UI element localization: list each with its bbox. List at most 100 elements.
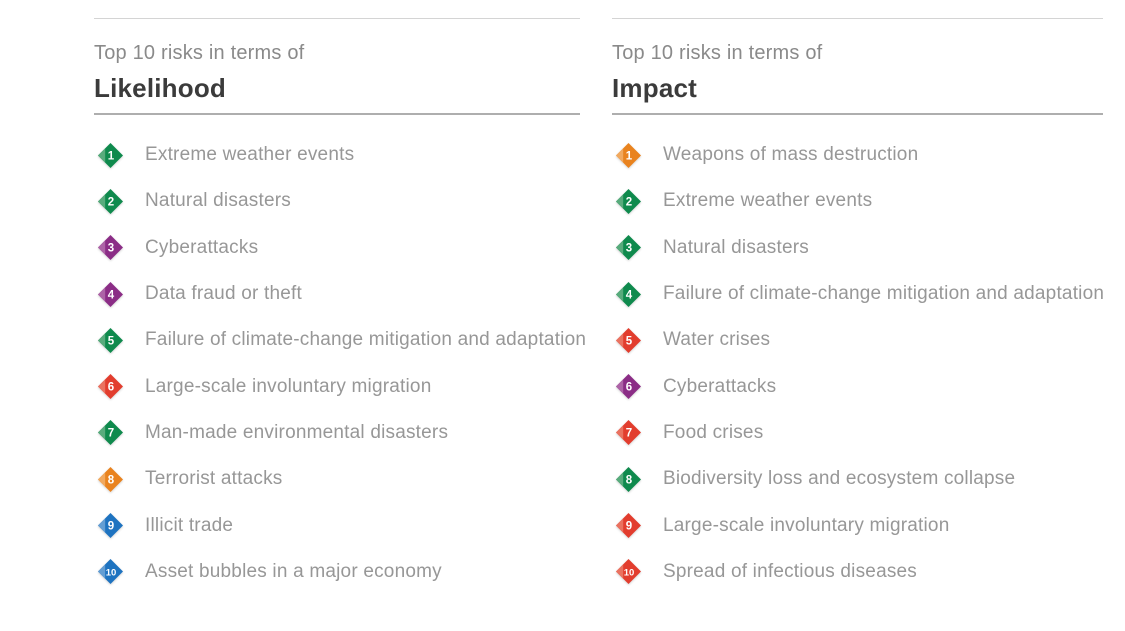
risk-label: Biodiversity loss and ecosystem collapse <box>663 468 1016 490</box>
diamond-facet <box>616 379 624 394</box>
diamond-facet <box>616 240 624 255</box>
risk-item: 9 Illicit trade <box>94 502 580 548</box>
rank-diamond-icon: 7 <box>615 419 642 446</box>
diamond-facet <box>616 147 624 163</box>
rank-number: 7 <box>626 428 632 440</box>
panel-subtitle: Top 10 risks in terms of <box>94 42 305 64</box>
rank-diamond-icon: 10 <box>616 559 641 585</box>
rank-number: 4 <box>108 289 115 301</box>
diamond-facet <box>98 333 106 348</box>
rank-number: 8 <box>626 474 633 486</box>
risk-item: 5 Water crises <box>612 317 1103 363</box>
risk-label: Spread of infectious diseases <box>663 560 918 582</box>
rank-diamond-icon: 1 <box>615 142 642 169</box>
risk-label: Cyberattacks <box>145 236 259 258</box>
rank-diamond-icon: 10 <box>97 558 124 585</box>
risk-item: 8 Biodiversity loss and ecosystem collap… <box>612 456 1103 502</box>
rank-diamond-icon: 3 <box>616 235 641 261</box>
risk-item: 4 Data fraud or theft <box>94 271 580 317</box>
rank-diamond-icon: 1 <box>616 142 641 168</box>
rank-diamond-icon: 4 <box>98 281 123 307</box>
risk-list: 1 Extreme weather events 2 Natural disas… <box>94 132 586 595</box>
rank-number: 3 <box>108 243 114 255</box>
rank-diamond-icon: 2 <box>97 188 124 215</box>
rank-diamond-icon: 7 <box>616 420 641 446</box>
risk-item: 6 Large-scale involuntary migration <box>94 363 580 409</box>
rank-number: 1 <box>108 150 115 162</box>
rank-diamond-icon: 2 <box>615 188 642 215</box>
rank-number: 5 <box>108 335 115 347</box>
impact-panel-header: Top 10 risks in terms of Impact <box>612 19 1103 115</box>
risk-item: 3 Natural disasters <box>612 225 1103 271</box>
rank-diamond-icon: 6 <box>616 374 641 400</box>
rank-number: 8 <box>108 474 115 486</box>
rank-diamond-icon: 4 <box>616 281 641 307</box>
rank-diamond-icon: 5 <box>615 327 642 354</box>
diamond-facet <box>98 194 106 209</box>
risk-label: Natural disasters <box>145 190 291 212</box>
diamond-facet <box>98 425 106 441</box>
panel-subtitle: Top 10 risks in terms of <box>612 42 823 64</box>
rank-diamond-icon: 8 <box>98 466 123 492</box>
risk-item: 7 Man-made environmental disasters <box>94 410 580 456</box>
diamond-facet <box>98 564 106 580</box>
rank-diamond-icon: 3 <box>97 234 124 261</box>
rank-diamond-icon: 5 <box>97 327 124 354</box>
rank-number: 2 <box>108 197 114 209</box>
risk-label: Man-made environmental disasters <box>145 421 449 443</box>
rank-number: 3 <box>626 243 632 255</box>
risk-label: Cyberattacks <box>663 375 777 397</box>
risk-label: Failure of climate-change mitigation and… <box>663 283 1105 305</box>
rank-diamond-icon: 1 <box>97 142 124 169</box>
rank-diamond-icon: 6 <box>97 373 124 400</box>
rank-diamond-icon: 9 <box>97 512 124 539</box>
diamond-facet <box>98 518 106 533</box>
impact-panel: Top 10 risks in terms of Impact 1 Weapon… <box>612 18 1105 595</box>
diamond-facet <box>616 194 624 209</box>
rank-diamond-icon: 3 <box>615 234 642 261</box>
risk-label: Natural disasters <box>663 236 809 258</box>
rank-diamond-icon: 1 <box>98 142 123 168</box>
rank-number: 9 <box>108 521 114 533</box>
rank-number: 1 <box>626 150 633 162</box>
diamond-facet <box>616 286 624 302</box>
risk-item: 10 Spread of infectious diseases <box>612 549 1103 595</box>
rank-diamond-icon: 8 <box>97 466 124 493</box>
risk-item: 4 Failure of climate-change mitigation a… <box>612 271 1105 317</box>
rank-diamond-icon: 9 <box>98 513 123 539</box>
diamond-facet <box>616 518 624 533</box>
rank-number: 4 <box>626 289 633 301</box>
likelihood-panel-header: Top 10 risks in terms of Likelihood <box>94 19 580 115</box>
risk-label: Terrorist attacks <box>145 468 283 490</box>
rank-diamond-icon: 2 <box>98 188 123 214</box>
rank-diamond-icon: 5 <box>616 327 641 353</box>
risk-label: Failure of climate-change mitigation and… <box>145 329 587 351</box>
risk-item: 2 Extreme weather events <box>612 178 1103 224</box>
panel-title: Likelihood <box>94 73 226 103</box>
risk-label: Water crises <box>663 329 771 351</box>
rank-diamond-icon: 6 <box>615 373 642 400</box>
rank-diamond-icon: 3 <box>98 235 123 261</box>
risk-item: 8 Terrorist attacks <box>94 456 580 502</box>
risk-label: Large-scale involuntary migration <box>145 375 432 397</box>
diamond-facet <box>98 240 106 255</box>
rank-number: 9 <box>626 521 632 533</box>
rank-diamond-icon: 9 <box>616 513 641 539</box>
diamond-facet <box>98 472 106 487</box>
risk-label: Data fraud or theft <box>145 283 302 305</box>
rank-diamond-icon: 7 <box>97 419 124 446</box>
rank-diamond-icon: 7 <box>98 420 123 446</box>
risk-item: 2 Natural disasters <box>94 178 580 224</box>
rank-diamond-icon: 8 <box>615 466 642 493</box>
risk-item: 10 Asset bubbles in a major economy <box>94 549 580 595</box>
panel-title: Impact <box>612 73 698 103</box>
rank-diamond-icon: 4 <box>615 281 642 308</box>
risk-label: Food crises <box>663 421 764 443</box>
rank-number: 7 <box>108 428 114 440</box>
rank-number: 2 <box>626 197 632 209</box>
rank-number: 10 <box>106 568 117 579</box>
rank-diamond-icon: 6 <box>98 374 123 400</box>
rank-diamond-icon: 9 <box>615 512 642 539</box>
rank-diamond-icon: 2 <box>616 188 641 214</box>
diamond-facet <box>616 425 624 441</box>
